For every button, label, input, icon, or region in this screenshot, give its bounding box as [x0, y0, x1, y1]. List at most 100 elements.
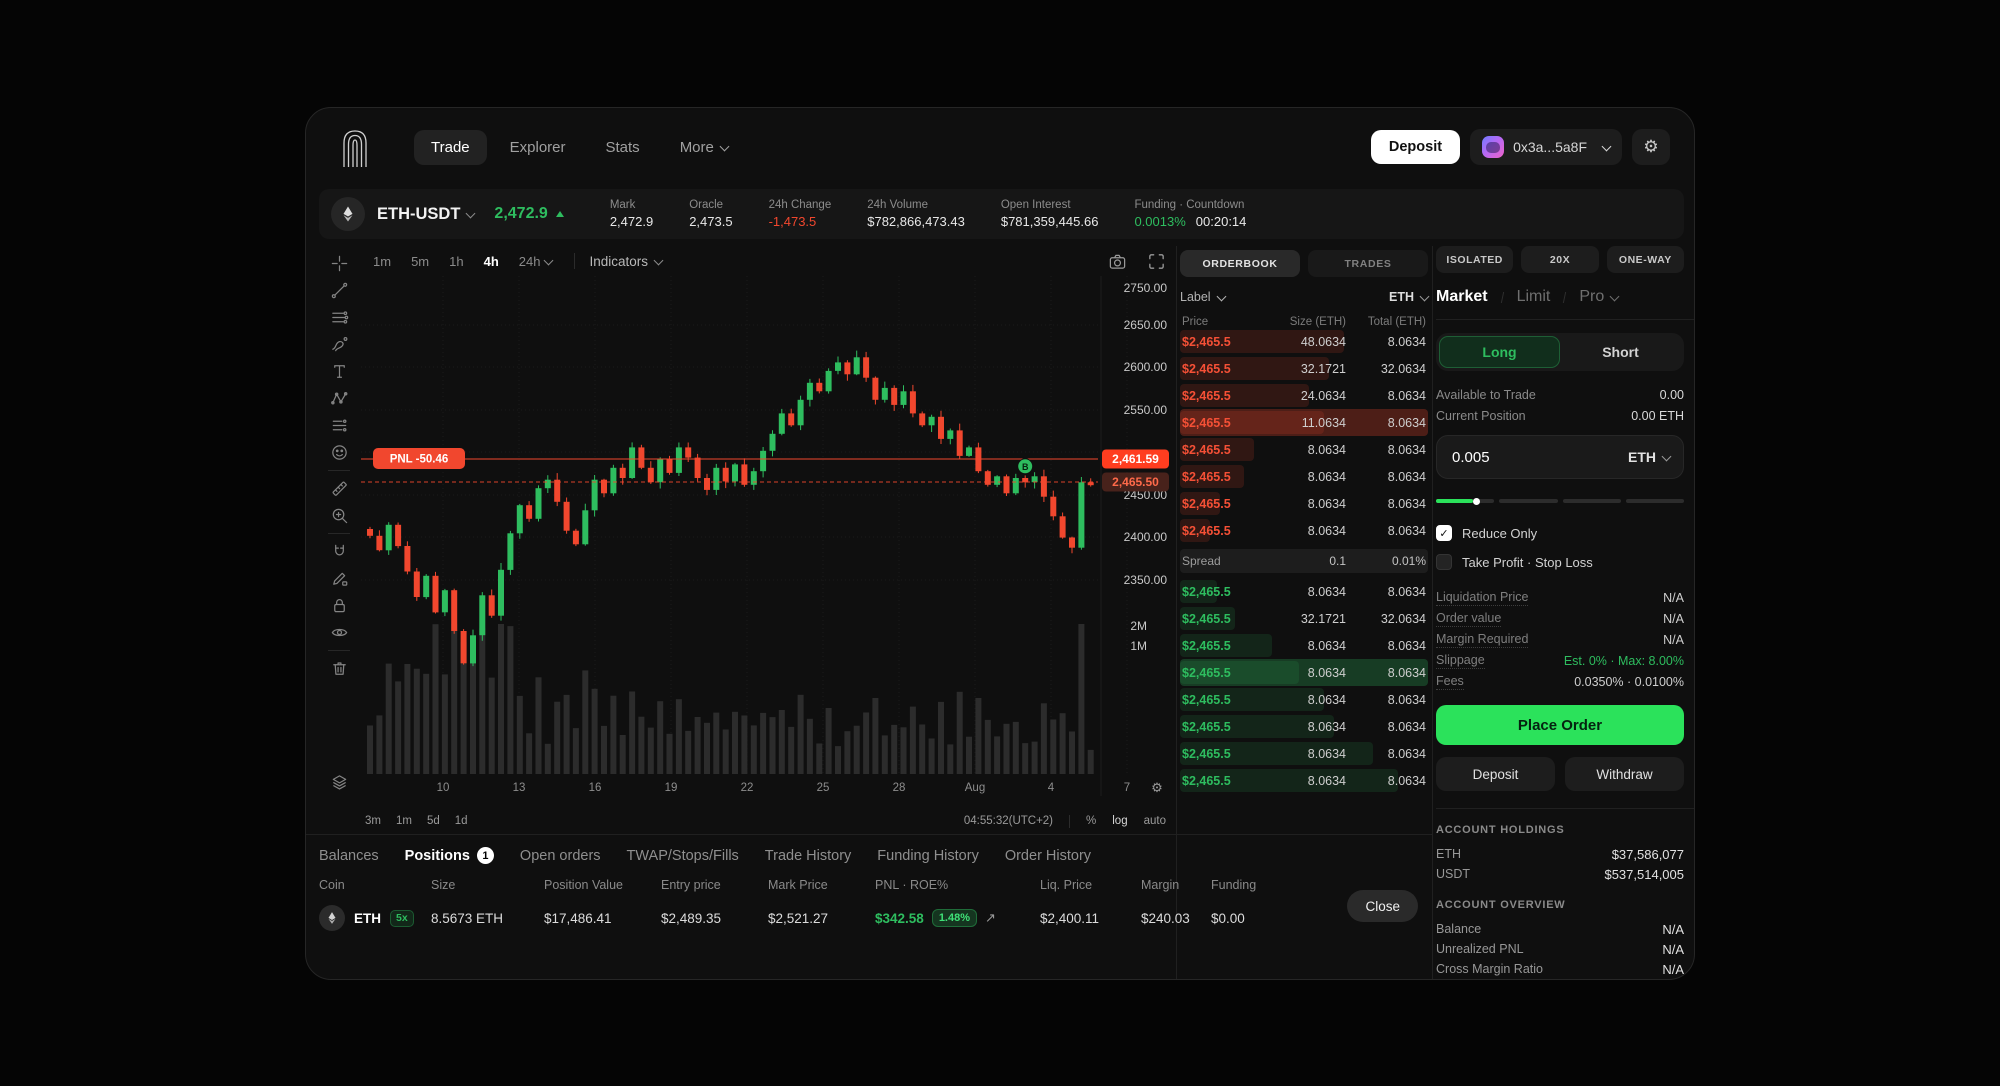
orderbook-ask-row[interactable]: $2,465.5 8.0634 8.0634	[1180, 517, 1428, 544]
share-pnl-icon[interactable]: ↗	[985, 910, 996, 925]
orderbook-bid-row[interactable]: $2,465.5 32.1721 32.0634	[1180, 605, 1428, 632]
place-order-button[interactable]: Place Order	[1436, 705, 1684, 745]
lock-tool[interactable]	[325, 592, 353, 619]
emoji-tool[interactable]	[325, 439, 353, 466]
wallet-selector[interactable]: 0x3a...5a8F	[1470, 129, 1622, 165]
pair-selector[interactable]: ETH-USDT	[377, 205, 476, 224]
svg-text:2400.00: 2400.00	[1124, 530, 1168, 544]
crosshair-tool[interactable]	[325, 250, 353, 277]
brush-tool[interactable]	[325, 331, 353, 358]
orderbook-tab-trades[interactable]: TRADES	[1308, 250, 1428, 277]
chart-clock[interactable]: 04:55:32(UTC+2)	[963, 815, 1054, 827]
tab-open-orders[interactable]: Open orders	[519, 847, 601, 864]
depth-bar	[1180, 384, 1309, 407]
order-tab-limit[interactable]: Limit	[1516, 288, 1551, 305]
scale-log[interactable]: log	[1112, 815, 1128, 827]
side-tab-short[interactable]: Short	[1560, 336, 1681, 368]
fullscreen-icon[interactable]	[1147, 252, 1166, 271]
tab-twap-stops-fills[interactable]: TWAP/Stops/Fills	[626, 847, 739, 864]
orderbook-ask-row[interactable]: $2,465.5 8.0634 8.0634	[1180, 436, 1428, 463]
orderbook-bid-row[interactable]: $2,465.5 8.0634 8.0634	[1180, 632, 1428, 659]
text-tool[interactable]	[325, 358, 353, 385]
nav-item-more[interactable]: More	[663, 130, 745, 165]
settings-button[interactable]: ⚙	[1632, 129, 1670, 165]
draw-tool[interactable]	[325, 565, 353, 592]
orderbook-tab-orderbook[interactable]: ORDERBOOK	[1180, 250, 1300, 277]
mode-pill-isolated[interactable]: ISOLATED	[1436, 246, 1514, 273]
eye-tool[interactable]	[325, 619, 353, 646]
nav-item-trade[interactable]: Trade	[414, 129, 487, 165]
asset-dropdown[interactable]: ETH	[1389, 290, 1430, 304]
timeframe-5m[interactable]: 5m	[411, 253, 430, 269]
range-3m[interactable]: 3m	[365, 815, 381, 827]
screenshot-camera-icon[interactable]	[1108, 252, 1127, 271]
size-value-input[interactable]	[1450, 447, 1574, 467]
checkbox-box[interactable]: ✓	[1436, 525, 1452, 541]
trash-tool[interactable]	[325, 655, 353, 682]
timeframe-24h[interactable]: 24h	[511, 250, 561, 273]
depth-bar	[1180, 330, 1344, 353]
zoom-in-tool[interactable]	[325, 502, 353, 529]
orderbook-ask-row[interactable]: $2,465.5 24.0634 8.0634	[1180, 382, 1428, 409]
size-slider[interactable]	[1436, 496, 1684, 506]
checkbox-take-profit-stop-loss[interactable]: Take Profit · Stop Loss	[1436, 551, 1684, 573]
orderbook-bid-row[interactable]: $2,465.5 8.0634 8.0634	[1180, 659, 1428, 686]
indicators-button[interactable]: Indicators	[589, 254, 664, 269]
layers-tool[interactable]	[325, 769, 353, 796]
checkbox-reduce-only[interactable]: ✓ Reduce Only	[1436, 522, 1684, 544]
deposit-button[interactable]: Deposit	[1370, 130, 1461, 164]
tab-positions[interactable]: Positions 1	[405, 847, 494, 864]
chart-canvas[interactable]: 2750.00 2650.00 2600.00 2550.00 2450.00 2400.…	[361, 276, 1172, 796]
price: $2,465.5	[1182, 388, 1231, 403]
nav-item-explorer[interactable]: Explorer	[509, 138, 566, 156]
mode-pill-20x[interactable]: 20X	[1521, 246, 1599, 273]
side-tab-long[interactable]: Long	[1439, 336, 1560, 368]
magnet-tool[interactable]	[325, 538, 353, 565]
orderbook-bid-row[interactable]: $2,465.5 8.0634 8.0634	[1180, 713, 1428, 740]
orderbook-ask-row[interactable]: $2,465.5 11.0634 8.0634	[1180, 409, 1428, 436]
timeframe-1m[interactable]: 1m	[373, 253, 392, 269]
timeframe-4h[interactable]: 4h	[483, 253, 499, 269]
orderbook-ask-row[interactable]: $2,465.5 48.0634 8.0634	[1180, 328, 1428, 355]
tab-order-history[interactable]: Order History	[1004, 847, 1092, 864]
tab-trade-history[interactable]: Trade History	[764, 847, 852, 864]
orderbook-bid-row[interactable]: $2,465.5 8.0634 8.0634	[1180, 740, 1428, 767]
orderbook-ask-row[interactable]: $2,465.5 32.1721 32.0634	[1180, 355, 1428, 382]
parallel-lines-tool[interactable]	[325, 304, 353, 331]
position-tool[interactable]	[325, 412, 353, 439]
size-input[interactable]: ETH	[1436, 435, 1684, 479]
orderbook-bid-row[interactable]: $2,465.5 8.0634 8.0634	[1180, 767, 1428, 794]
order-tab-market[interactable]: Market	[1436, 288, 1488, 305]
trend-line-tool[interactable]	[325, 277, 353, 304]
svg-text:2550.00: 2550.00	[1124, 403, 1168, 417]
gear-icon: ⚙	[1643, 137, 1659, 156]
close-position-button[interactable]: Close	[1347, 890, 1418, 922]
orderbook-ask-row[interactable]: $2,465.5 8.0634 8.0634	[1180, 490, 1428, 517]
mode-pill-one-way[interactable]: ONE-WAY	[1606, 246, 1684, 273]
column-margin: Margin	[1141, 878, 1180, 892]
range-1m[interactable]: 1m	[395, 815, 412, 827]
checkbox-box[interactable]	[1436, 554, 1452, 570]
label-dropdown[interactable]: Label	[1180, 290, 1227, 304]
pattern-tool[interactable]	[325, 385, 353, 412]
size-asset-selector[interactable]: ETH	[1628, 449, 1672, 465]
range-1d[interactable]: 1d	[454, 815, 468, 827]
ruler-tool[interactable]	[325, 475, 353, 502]
tab-funding-history[interactable]: Funding History	[877, 847, 979, 864]
deposit-panel-button[interactable]: Deposit	[1436, 757, 1555, 791]
orderbook-ask-row[interactable]: $2,465.5 8.0634 8.0634	[1180, 463, 1428, 490]
nav-item-stats[interactable]: Stats	[605, 138, 640, 156]
column-position-value: Position Value	[544, 878, 623, 892]
orderbook-bid-row[interactable]: $2,465.5 8.0634 8.0634	[1180, 578, 1428, 605]
range-5d[interactable]: 5d	[426, 815, 440, 827]
tab-balances[interactable]: Balances	[319, 847, 379, 864]
scale-auto[interactable]: auto	[1143, 815, 1166, 827]
orderbook-bid-row[interactable]: $2,465.5 8.0634 8.0634	[1180, 686, 1428, 713]
timeframe-1h[interactable]: 1h	[449, 253, 464, 269]
orderbook-bids: $2,465.5 8.0634 8.0634 $2,465.5 32.1721 32.06…	[1180, 578, 1428, 794]
order-tab-pro[interactable]: Pro	[1579, 288, 1620, 306]
scale-%[interactable]: %	[1086, 815, 1097, 827]
detail-value: 0.0350% · 0.0100%	[1574, 674, 1684, 689]
withdraw-panel-button[interactable]: Withdraw	[1565, 757, 1684, 791]
slider-knob[interactable]	[1473, 497, 1481, 505]
